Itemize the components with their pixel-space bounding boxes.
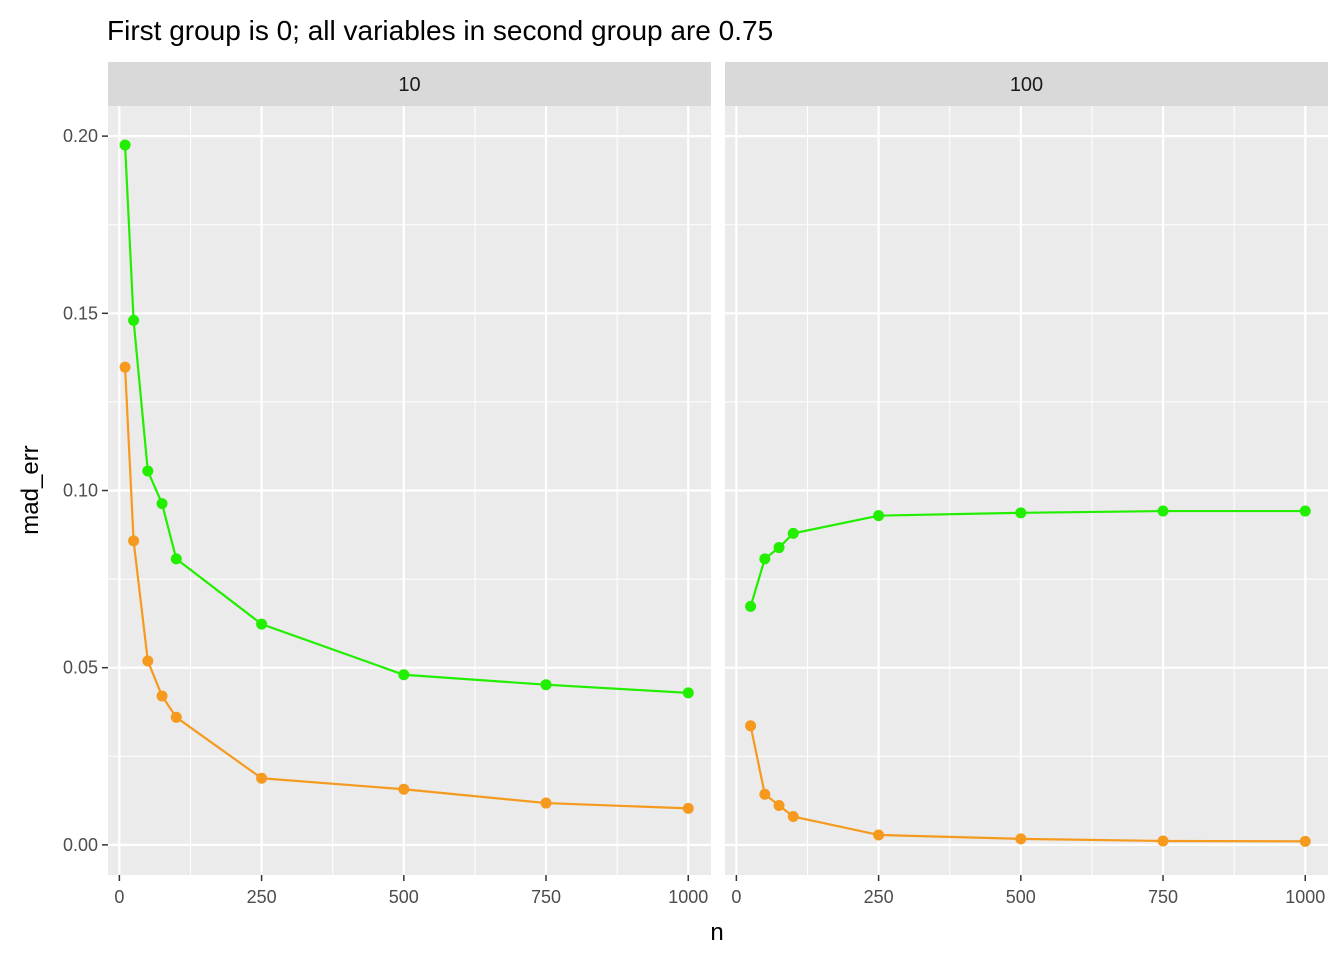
data-point bbox=[873, 510, 885, 522]
facet-strip-label: 10 bbox=[398, 74, 420, 96]
data-point bbox=[540, 797, 552, 809]
facet-panel-100: 1000 250 500 750 1000 bbox=[725, 62, 1328, 907]
data-point bbox=[398, 783, 410, 795]
data-point bbox=[1157, 835, 1169, 847]
data-point bbox=[170, 711, 182, 723]
data-point bbox=[1299, 505, 1311, 517]
data-point bbox=[142, 655, 154, 667]
data-point bbox=[128, 535, 140, 547]
data-point bbox=[787, 527, 799, 539]
data-point bbox=[745, 600, 757, 612]
data-point bbox=[128, 314, 140, 326]
y-tick-label: 0.05 bbox=[63, 658, 98, 678]
x-axis-title: n bbox=[710, 919, 723, 946]
y-tick-label: 0.15 bbox=[63, 303, 98, 323]
data-point bbox=[759, 788, 771, 800]
data-point bbox=[745, 720, 757, 732]
y-axis-title: mad_err bbox=[17, 445, 44, 534]
data-point bbox=[119, 361, 131, 373]
data-point bbox=[398, 669, 410, 681]
data-point bbox=[156, 498, 168, 510]
data-point bbox=[787, 811, 799, 823]
x-tick-label: 500 bbox=[1006, 887, 1036, 907]
y-tick-label: 0.20 bbox=[63, 126, 98, 146]
x-tick-label: 500 bbox=[389, 887, 419, 907]
facet-strip-label: 100 bbox=[1010, 74, 1043, 96]
data-point bbox=[119, 139, 131, 151]
y-tick-label: 0.00 bbox=[63, 835, 98, 855]
chart-title: First group is 0; all variables in secon… bbox=[107, 15, 773, 46]
x-tick-label: 1000 bbox=[1285, 887, 1325, 907]
data-point bbox=[156, 690, 168, 702]
x-tick-label: 750 bbox=[1148, 887, 1178, 907]
data-point bbox=[873, 829, 885, 841]
facet-strip bbox=[725, 62, 1328, 106]
data-point bbox=[682, 687, 694, 699]
data-point bbox=[170, 553, 182, 565]
data-point bbox=[1157, 505, 1169, 517]
data-point bbox=[1015, 833, 1027, 845]
data-point bbox=[682, 802, 694, 814]
x-tick-label: 0 bbox=[731, 887, 741, 907]
data-point bbox=[773, 542, 785, 554]
facet-strip bbox=[108, 62, 711, 106]
data-point bbox=[142, 465, 154, 477]
x-tick-label: 250 bbox=[247, 887, 277, 907]
x-tick-label: 0 bbox=[114, 887, 124, 907]
data-point bbox=[759, 553, 771, 565]
data-point bbox=[773, 800, 785, 812]
y-tick-label: 0.10 bbox=[63, 481, 98, 501]
data-point bbox=[540, 679, 552, 691]
data-point bbox=[1299, 835, 1311, 847]
data-point bbox=[256, 618, 268, 630]
facet-panel-10: 10 0 250 500 750 1000 0.00 0.05 0.10 0.15 0.20 bbox=[63, 62, 711, 907]
facet-panels: 100 250 500 750 10000.000.050.100.150.201000… bbox=[63, 62, 1328, 907]
x-tick-label: 1000 bbox=[668, 887, 708, 907]
data-point bbox=[1015, 507, 1027, 519]
data-point bbox=[256, 772, 268, 784]
x-tick-label: 750 bbox=[531, 887, 561, 907]
x-tick-label: 250 bbox=[864, 887, 894, 907]
